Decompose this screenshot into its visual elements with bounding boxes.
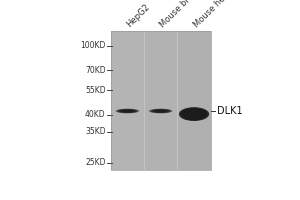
Text: Mouse heart: Mouse heart: [192, 0, 235, 29]
Ellipse shape: [158, 110, 164, 112]
Ellipse shape: [152, 109, 169, 113]
Text: HepG2: HepG2: [125, 3, 152, 29]
Ellipse shape: [179, 107, 209, 121]
Ellipse shape: [181, 108, 207, 120]
Ellipse shape: [119, 109, 136, 113]
Ellipse shape: [149, 109, 172, 113]
Text: 40KD: 40KD: [85, 110, 106, 119]
Ellipse shape: [156, 110, 165, 112]
Ellipse shape: [183, 109, 206, 119]
Ellipse shape: [187, 111, 202, 118]
Ellipse shape: [153, 110, 168, 112]
Bar: [144, 31, 177, 170]
Ellipse shape: [117, 109, 138, 113]
Text: 25KD: 25KD: [85, 158, 106, 167]
Bar: [111, 31, 211, 170]
Text: 35KD: 35KD: [85, 127, 106, 136]
Ellipse shape: [184, 110, 203, 118]
Ellipse shape: [124, 110, 130, 112]
Ellipse shape: [190, 112, 198, 116]
Bar: [177, 31, 211, 170]
Ellipse shape: [151, 109, 171, 113]
Ellipse shape: [123, 110, 132, 112]
Text: 100KD: 100KD: [80, 41, 106, 50]
Ellipse shape: [116, 109, 139, 113]
Text: 55KD: 55KD: [85, 86, 106, 95]
Bar: [111, 31, 144, 170]
Ellipse shape: [188, 111, 200, 117]
Ellipse shape: [192, 113, 196, 115]
Text: DLK1: DLK1: [217, 106, 242, 116]
Text: 70KD: 70KD: [85, 66, 106, 75]
Ellipse shape: [155, 110, 167, 112]
Ellipse shape: [120, 110, 135, 112]
Text: Mouse brain: Mouse brain: [158, 0, 201, 29]
Ellipse shape: [122, 110, 133, 112]
